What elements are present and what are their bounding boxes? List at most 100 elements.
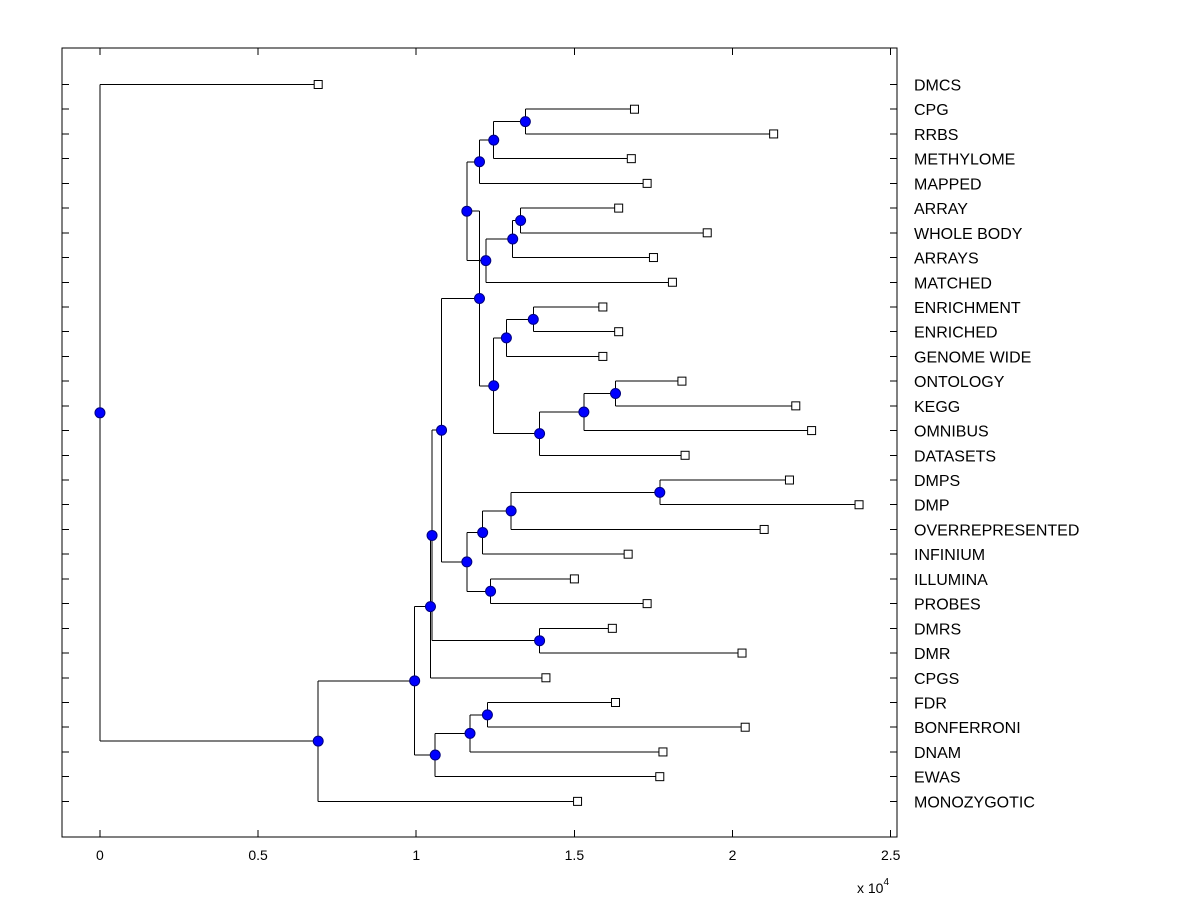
cluster-node xyxy=(515,214,527,226)
cluster-node xyxy=(429,749,441,761)
leaf-marker xyxy=(642,178,652,188)
leaf-marker xyxy=(313,80,323,89)
cluster-node xyxy=(436,424,448,436)
leaf-label: DNAM xyxy=(914,745,961,762)
leaf-marker xyxy=(677,376,687,386)
leaf-label: DMRS xyxy=(914,621,961,638)
leaf-label: CPGS xyxy=(914,671,959,688)
leaf-marker xyxy=(648,253,658,263)
leaf-marker xyxy=(611,698,621,707)
leaf-marker xyxy=(614,327,624,337)
leaf-label: CPG xyxy=(914,102,949,119)
leaf-label: GENOME WIDE xyxy=(914,349,1031,366)
leaf-label: WHOLE BODY xyxy=(914,226,1023,243)
leaf-marker xyxy=(680,450,690,460)
x-scale-exponent: 4 xyxy=(883,877,889,888)
leaf-label: ARRAYS xyxy=(914,251,979,268)
cluster-node xyxy=(461,205,473,217)
leaf-label: DATASETS xyxy=(914,448,996,465)
leaf-label: FDR xyxy=(914,696,947,713)
leaf-marker xyxy=(623,549,633,559)
cluster-node xyxy=(500,332,512,344)
leaf-marker xyxy=(626,154,636,164)
cluster-node xyxy=(534,635,546,647)
leaf-marker xyxy=(854,500,864,510)
leaf-marker xyxy=(759,524,769,534)
leaf-marker xyxy=(598,302,608,312)
x-tick-label: 0.5 xyxy=(248,847,268,863)
leaf-label: ENRICHMENT xyxy=(914,300,1021,317)
leaf-label: MONOZYGOTIC xyxy=(914,794,1035,811)
cluster-node xyxy=(464,727,476,739)
leaf-label: PROBES xyxy=(914,597,981,614)
leaf-label: MAPPED xyxy=(914,176,982,193)
cluster-node xyxy=(474,292,485,304)
cluster-node xyxy=(507,233,519,245)
leaf-marker xyxy=(737,648,747,658)
leaf-label: DMCS xyxy=(914,78,961,95)
leaf-marker xyxy=(807,426,817,436)
x-tick-label: 0 xyxy=(96,847,104,863)
leaf-marker xyxy=(740,722,750,732)
x-tick-label: 2.5 xyxy=(881,847,901,863)
cluster-node xyxy=(488,134,500,146)
cluster-node xyxy=(481,709,493,721)
x-tick-label: 2 xyxy=(729,847,737,863)
leaf-marker xyxy=(541,673,551,683)
leaf-label: MATCHED xyxy=(914,275,992,292)
cluster-node xyxy=(534,428,546,440)
leaf-label: DMPS xyxy=(914,473,960,490)
x-scale-base: x 10 xyxy=(857,880,884,896)
cluster-node xyxy=(485,585,497,597)
leaf-label: ARRAY xyxy=(914,201,968,218)
cluster-node xyxy=(94,407,106,419)
cluster-node xyxy=(654,486,666,498)
leaf-marker xyxy=(573,796,583,806)
leaf-label: RRBS xyxy=(914,127,958,144)
leaf-marker xyxy=(642,599,652,609)
cluster-node xyxy=(505,505,517,517)
cluster-node xyxy=(610,388,622,399)
x-scale-label: x 104 xyxy=(857,877,889,896)
leaf-marker xyxy=(598,351,608,361)
leaf-marker xyxy=(655,772,665,782)
leaf-label: DMR xyxy=(914,646,950,663)
leaf-label: EWAS xyxy=(914,770,961,787)
cluster-node xyxy=(461,556,473,568)
cluster-node xyxy=(578,406,590,418)
leaf-label: ILLUMINA xyxy=(914,572,988,589)
leaf-marker xyxy=(791,401,801,411)
leaf-marker xyxy=(784,475,794,485)
plot-frame xyxy=(61,47,898,838)
cluster-node xyxy=(519,116,531,128)
leaf-label: METHYLOME xyxy=(914,152,1015,169)
cluster-node xyxy=(312,735,324,747)
leaf-label: OVERREPRESENTED xyxy=(914,522,1079,539)
cluster-node xyxy=(409,675,421,687)
x-tick-label: 1 xyxy=(412,847,420,863)
leaf-marker xyxy=(769,129,779,139)
leaf-label: BONFERRONI xyxy=(914,720,1021,737)
leaf-marker xyxy=(629,104,639,114)
leaf-marker xyxy=(614,203,624,213)
x-tick-label: 1.5 xyxy=(565,847,585,863)
leaf-label: OMNIBUS xyxy=(914,424,989,441)
leaf-label: KEGG xyxy=(914,399,960,416)
leaf-label: DMP xyxy=(914,498,950,515)
leaf-label: INFINIUM xyxy=(914,547,985,564)
cluster-node xyxy=(474,156,485,168)
cluster-node xyxy=(480,255,492,267)
leaf-marker xyxy=(667,277,677,287)
cluster-node xyxy=(527,313,539,325)
leaf-marker xyxy=(702,228,712,238)
cluster-node xyxy=(488,380,500,392)
cluster-node xyxy=(426,529,438,541)
cluster-node xyxy=(477,527,489,539)
leaf-label: ENRICHED xyxy=(914,325,998,342)
leaf-label: ONTOLOGY xyxy=(914,374,1005,391)
cluster-node xyxy=(424,601,436,613)
leaf-marker xyxy=(658,747,668,757)
leaf-marker xyxy=(607,623,617,633)
